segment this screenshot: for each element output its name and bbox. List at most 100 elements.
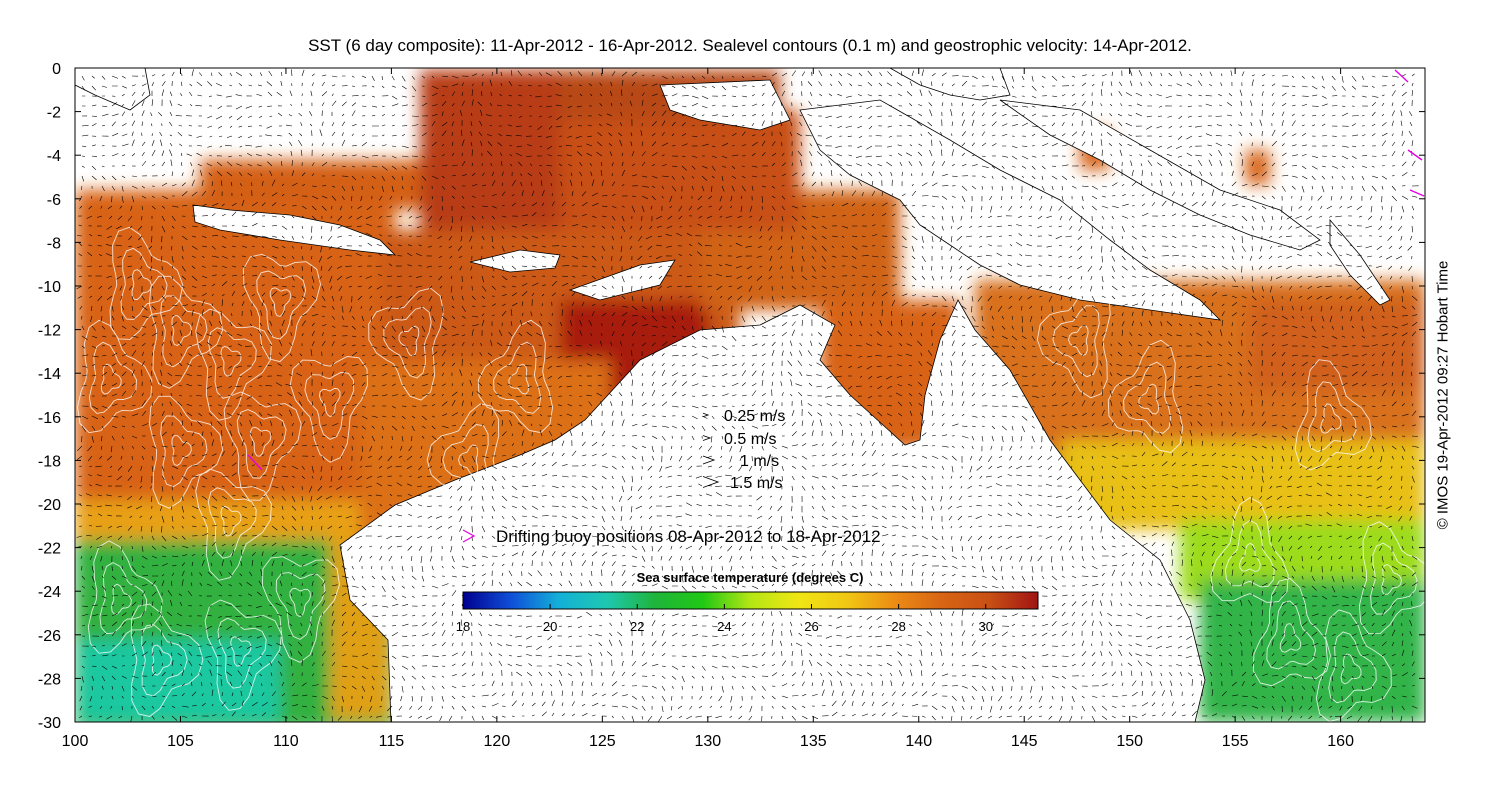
sealevel-contour <box>1266 600 1317 670</box>
y-tick-label: -10 <box>38 279 61 296</box>
buoy-track <box>1409 189 1425 197</box>
sealevel-contour <box>1210 497 1289 603</box>
y-tick-label: -18 <box>38 453 61 470</box>
sealevel-contour <box>493 341 542 414</box>
x-tick-label: 125 <box>589 733 616 750</box>
colorbar-ticks: 18 20 22 24 26 28 30 <box>456 604 993 634</box>
velocity-legend-label: 1 m/s <box>740 453 779 470</box>
sst-region-tasman <box>1200 580 1425 722</box>
sulawesi-island <box>659 79 791 131</box>
sst-region-southwest-cool <box>80 640 280 722</box>
y-tick-label: -4 <box>47 148 61 165</box>
sealevel-contour <box>1138 383 1160 415</box>
java-island <box>192 204 397 256</box>
sealevel-contour <box>1370 542 1418 615</box>
new-britain-region <box>999 99 1321 251</box>
sealevel-contour <box>508 363 530 395</box>
new-guinea-island <box>799 99 1222 321</box>
x-tick-label: 150 <box>1116 733 1143 750</box>
x-axis: 100 105 110 115 120 125 130 135 140 145 150 155 160 <box>62 68 1354 750</box>
buoy-track <box>1394 69 1409 83</box>
sealevel-contour <box>120 247 168 320</box>
y-tick-label: -24 <box>38 584 61 601</box>
sealevel-contour <box>100 363 122 395</box>
sealevel-contour <box>261 556 340 663</box>
y-tick-label: 0 <box>52 61 61 78</box>
sealevel-contour <box>1107 339 1184 453</box>
velocity-legend: 0.25 m/s 0.5 m/s 1 m/s 1.5 m/s <box>702 408 785 492</box>
sealevel-contour <box>368 287 444 401</box>
sealevel-contour <box>304 371 355 440</box>
sealevel-contour <box>88 341 137 414</box>
y-tick-label: -22 <box>38 541 61 558</box>
sealevel-contour <box>383 306 432 379</box>
sealevel-contour <box>87 540 163 654</box>
x-tick-label: 115 <box>379 733 405 750</box>
sealevel-contour <box>1315 609 1392 722</box>
geostrophic-velocity-arrows <box>76 69 1419 722</box>
sst-patch-b <box>1245 150 1270 185</box>
colorbar-tick-label: 30 <box>978 619 992 634</box>
sealevel-contour <box>195 308 272 421</box>
velocity-arrow-field <box>76 69 1419 722</box>
plot-frame <box>74 67 1426 723</box>
y-tick-label: -26 <box>38 628 61 645</box>
sealevel-contour <box>289 356 368 463</box>
y-tick-label: -14 <box>38 366 61 383</box>
sealevel-contour <box>1239 542 1261 572</box>
colorbar-tick-label: 26 <box>804 619 818 634</box>
x-tick-label: 135 <box>800 733 827 750</box>
velocity-legend-label: 1.5 m/s <box>730 475 782 492</box>
velocity-legend-arrow <box>702 412 710 418</box>
halmahera-region <box>889 68 1011 101</box>
sealevel-contour <box>1123 361 1172 434</box>
sealevel-contour <box>171 315 192 347</box>
sealevel-contour <box>442 424 489 497</box>
velocity-legend-label: 0.5 m/s <box>724 431 776 448</box>
sealevel-contour <box>1052 305 1100 378</box>
sealevel-contour <box>149 275 224 389</box>
sealevel-contour <box>1320 403 1342 434</box>
sealevel-contour <box>171 435 192 467</box>
sealevel-contour <box>207 327 257 399</box>
velocity-legend-arrow <box>702 455 716 465</box>
x-tick-label: 160 <box>1327 733 1354 750</box>
sealevel-contour <box>160 415 208 488</box>
australia-landmass <box>339 299 1206 722</box>
sealevel-contour <box>77 319 153 434</box>
buoy-legend-label: Drifting buoy positions 08-Apr-2012 to 1… <box>496 527 881 546</box>
colorbar-tick-label: 20 <box>543 619 557 634</box>
sealevel-contour <box>1252 577 1331 687</box>
sealevel-contour <box>220 345 242 377</box>
colorbar-tick-label: 18 <box>456 619 470 634</box>
colorbar-tick-label: 22 <box>630 619 644 634</box>
sealevel-contour <box>1381 563 1402 595</box>
colorbar-tick-label: 24 <box>717 619 731 634</box>
drifting-buoy-tracks <box>247 69 1425 471</box>
velocity-legend-arrow <box>702 435 712 441</box>
sealevel-contour <box>1340 653 1362 685</box>
colorbar-label: Sea surface temperature (degrees C) <box>637 570 864 585</box>
colorbar-tick-label: 28 <box>891 619 905 634</box>
sealevel-contour <box>318 387 341 418</box>
sealevel-contour <box>131 269 152 300</box>
y-tick-label: -2 <box>47 105 61 122</box>
buoy-legend: Drifting buoy positions 08-Apr-2012 to 1… <box>462 527 881 546</box>
sealevel-contour <box>249 426 272 457</box>
y-tick-label: -28 <box>38 671 61 688</box>
sealevel-contour <box>1279 623 1302 653</box>
y-tick-label: -16 <box>38 410 61 427</box>
colorbar-gradient <box>462 591 1039 610</box>
sealevel-contour <box>151 644 172 676</box>
sealevel-contour <box>207 487 257 559</box>
sealevel-contour <box>236 409 287 479</box>
sealevel-contour <box>275 572 326 640</box>
sealevel-contour <box>426 403 500 517</box>
land-masses <box>75 68 1391 722</box>
sealevel-contour <box>398 325 420 357</box>
sealevel-contour <box>1294 359 1372 471</box>
x-tick-label: 140 <box>905 733 932 750</box>
sealevel-contour <box>242 253 321 363</box>
x-tick-label: 145 <box>1011 733 1038 750</box>
